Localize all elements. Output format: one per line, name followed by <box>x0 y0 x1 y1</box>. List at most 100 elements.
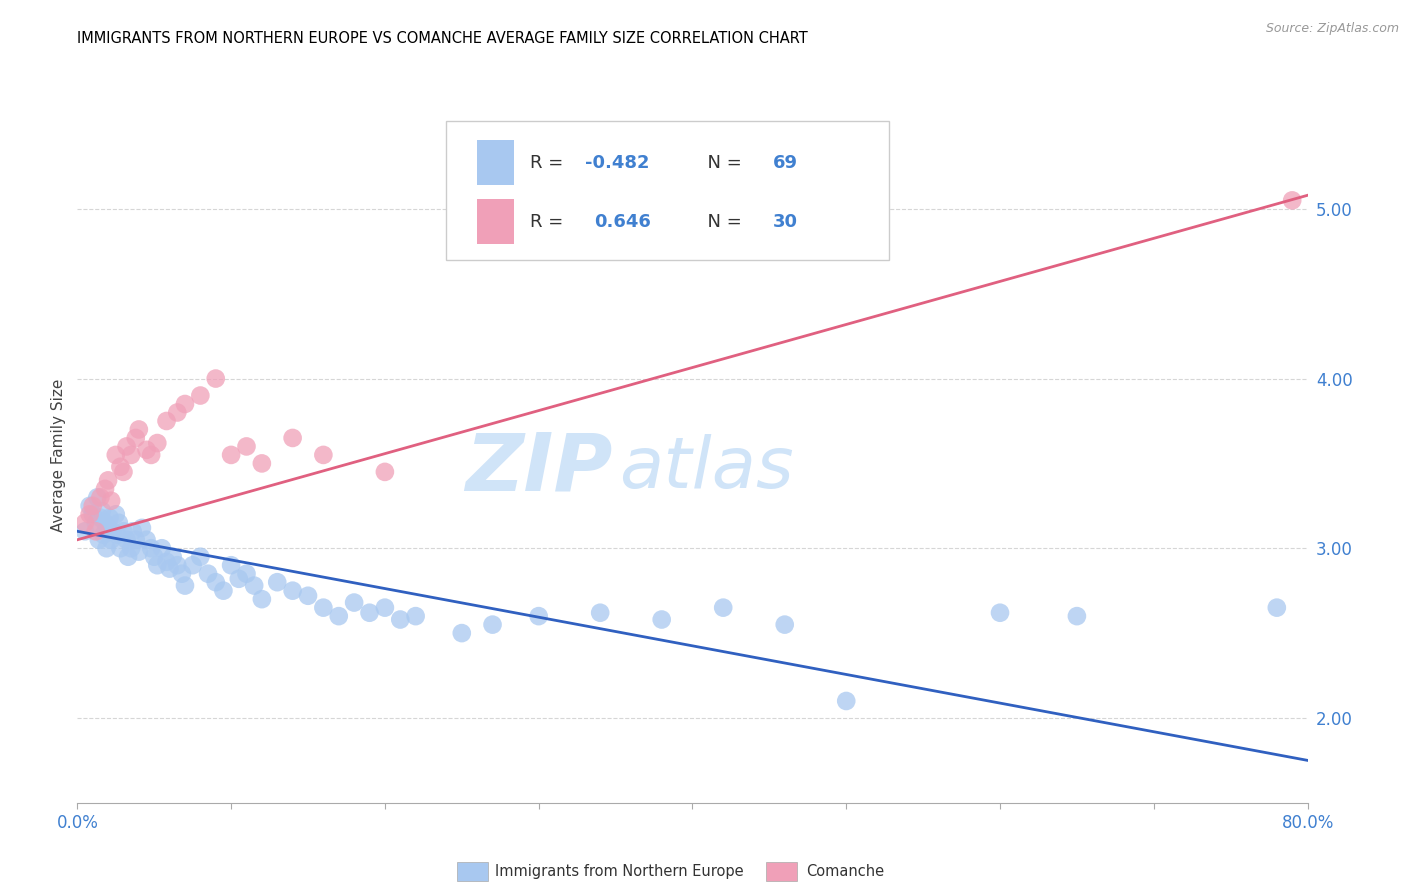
Point <box>343 596 366 610</box>
Point <box>250 592 273 607</box>
Point <box>110 541 132 556</box>
Point <box>481 617 503 632</box>
Text: 69: 69 <box>772 153 797 171</box>
Point <box>93 527 115 541</box>
Point <box>115 439 138 453</box>
Point <box>131 521 153 535</box>
Point <box>98 510 121 524</box>
Point <box>1265 600 1288 615</box>
Text: 30: 30 <box>772 213 797 231</box>
Point <box>266 575 288 590</box>
Point <box>212 583 235 598</box>
Point <box>773 617 796 632</box>
Point <box>120 448 142 462</box>
Point <box>121 524 143 539</box>
Point <box>166 558 188 573</box>
Point <box>125 431 148 445</box>
Text: Immigrants from Northern Europe: Immigrants from Northern Europe <box>495 864 744 879</box>
Point <box>328 609 350 624</box>
Point <box>79 499 101 513</box>
Point <box>197 566 219 581</box>
Point <box>146 558 169 573</box>
Point <box>155 414 177 428</box>
Point <box>97 521 120 535</box>
Point <box>94 516 117 530</box>
Point <box>235 566 257 581</box>
Point <box>228 572 250 586</box>
Point <box>73 516 96 530</box>
Point <box>181 558 204 573</box>
Point <box>170 566 193 581</box>
Point <box>94 482 117 496</box>
Point <box>96 541 118 556</box>
Y-axis label: Average Family Size: Average Family Size <box>51 378 66 532</box>
Point <box>166 405 188 419</box>
Point <box>90 504 114 518</box>
Point <box>141 541 163 556</box>
Point <box>100 533 122 547</box>
Point <box>117 549 139 564</box>
Point <box>135 533 157 547</box>
Point <box>82 499 104 513</box>
Point <box>128 422 150 436</box>
Point <box>84 524 107 539</box>
Point <box>188 388 212 402</box>
Point <box>112 465 135 479</box>
Point <box>135 442 157 457</box>
Point <box>527 609 550 624</box>
Text: -0.482: -0.482 <box>585 153 650 171</box>
Point <box>97 474 120 488</box>
Point <box>243 578 266 592</box>
Point <box>835 694 858 708</box>
Point <box>281 583 304 598</box>
Text: N =: N = <box>696 153 748 171</box>
Point <box>128 544 150 558</box>
Point <box>174 578 197 592</box>
Point <box>219 558 242 573</box>
Point <box>125 533 148 547</box>
Point <box>374 600 396 615</box>
Point <box>219 448 242 462</box>
Point <box>389 613 412 627</box>
Point <box>188 549 212 564</box>
Bar <box>477 199 515 244</box>
Point <box>150 541 173 556</box>
Text: 0.646: 0.646 <box>595 213 651 231</box>
Point <box>73 524 96 539</box>
Text: Source: ZipAtlas.com: Source: ZipAtlas.com <box>1265 22 1399 36</box>
Text: ZIP: ZIP <box>465 430 613 508</box>
Point <box>1281 194 1303 208</box>
Point <box>108 516 131 530</box>
Point <box>143 549 166 564</box>
Text: atlas: atlas <box>619 434 793 503</box>
Point <box>155 555 177 569</box>
Point <box>141 448 163 462</box>
Point <box>87 533 110 547</box>
Point <box>312 448 335 462</box>
Point <box>105 527 128 541</box>
Point <box>104 508 127 522</box>
Point <box>120 541 142 556</box>
Point <box>988 606 1011 620</box>
Point <box>250 457 273 471</box>
Point <box>174 397 197 411</box>
Point <box>589 606 612 620</box>
Text: Comanche: Comanche <box>806 864 884 879</box>
Point <box>86 491 108 505</box>
Point <box>115 533 138 547</box>
Point <box>100 493 122 508</box>
Point <box>104 448 127 462</box>
Point <box>101 524 124 539</box>
Point <box>112 524 135 539</box>
FancyBboxPatch shape <box>447 121 890 260</box>
Point <box>82 508 104 522</box>
Point <box>651 613 673 627</box>
Point <box>89 510 111 524</box>
Point <box>312 600 335 615</box>
Point <box>297 589 319 603</box>
Point <box>79 508 101 522</box>
Point <box>450 626 472 640</box>
Text: R =: R = <box>530 153 569 171</box>
Bar <box>477 140 515 186</box>
Text: R =: R = <box>530 213 569 231</box>
